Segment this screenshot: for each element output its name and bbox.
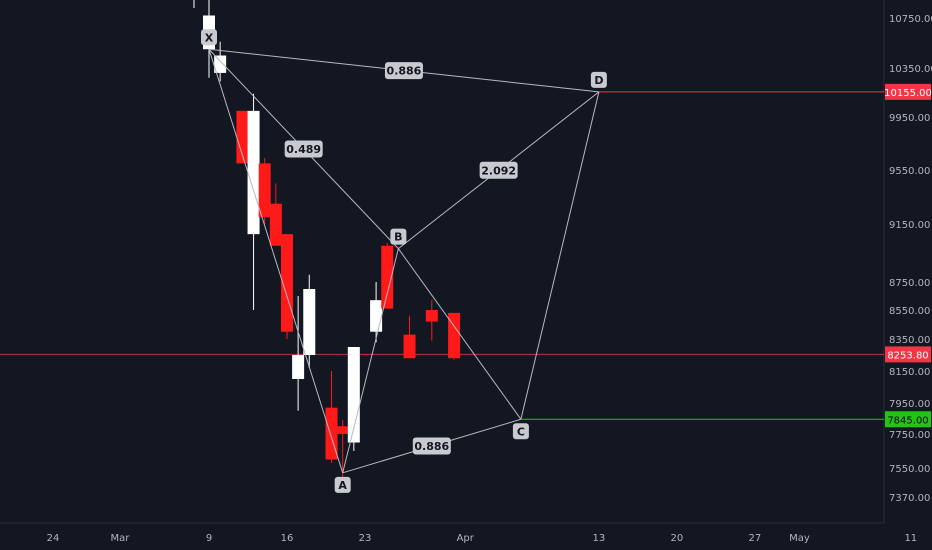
pattern-leg [208, 49, 344, 473]
pattern-leg [520, 91, 600, 420]
ratio-label: 0.886 [414, 440, 449, 453]
candle-body [370, 300, 383, 332]
point-label-box [590, 71, 607, 88]
price-tag-label: 8253.80 [887, 350, 928, 361]
y-tick-label: 8750.00 [889, 278, 930, 289]
y-tick-label: 7950.00 [889, 399, 930, 410]
candle-body [292, 355, 305, 379]
price-tag [885, 411, 931, 428]
price-tag [885, 346, 931, 363]
x-tick-label: 20 [671, 533, 684, 544]
ratio-label-box [384, 62, 423, 80]
candle-body [214, 55, 227, 73]
x-tick-label: 27 [748, 533, 761, 544]
point-label-box [512, 423, 529, 440]
point-label: X [205, 31, 214, 44]
pattern-leg [342, 248, 399, 473]
candle-body [303, 289, 316, 355]
x-tick-label: 9 [206, 533, 212, 544]
point-label-box [390, 228, 407, 245]
candle-body [336, 426, 349, 434]
candles [203, 0, 461, 480]
price-tag [885, 83, 931, 100]
candle-body [258, 163, 271, 218]
x-tick-label: Mar [110, 533, 130, 544]
candle-body [347, 347, 360, 443]
candle-body [425, 310, 438, 322]
candle-body [236, 110, 249, 164]
x-tick-label: 13 [593, 533, 606, 544]
point-label-box [201, 29, 217, 46]
ratio-label-box [479, 161, 518, 179]
ratio-label-box [412, 437, 451, 455]
candle-body [381, 245, 394, 309]
x-tick-label: May [789, 533, 810, 544]
y-tick-label: 8350.00 [889, 335, 930, 346]
y-tick-label: 9950.00 [889, 113, 930, 124]
y-tick-label: 9550.00 [889, 166, 930, 177]
point-label: B [394, 231, 402, 244]
price-tags: 10155.00 8253.80 7845.00 [884, 83, 932, 428]
harmonic-pattern: 0.886 0.489 2.092 0.886 X A B C D [201, 29, 607, 493]
y-tick-label: 8550.00 [889, 306, 930, 317]
candle-body [403, 334, 416, 359]
point-label: A [338, 479, 347, 492]
ratio-label: 2.092 [481, 164, 516, 177]
price-tag-label: 10155.00 [884, 88, 932, 99]
ratio-label: 0.489 [286, 143, 321, 156]
y-tick-label: 8150.00 [889, 367, 930, 378]
x-tick-label: 23 [359, 533, 372, 544]
y-tick-label: 7370.00 [889, 493, 930, 504]
candle-body [247, 110, 260, 235]
y-tick-label: 10750.00 [889, 14, 932, 25]
y-tick-label: 9150.00 [889, 220, 930, 231]
x-tick-label: Apr [457, 533, 475, 544]
ratio-label-box [284, 140, 323, 158]
y-tick-label: 7750.00 [889, 430, 930, 441]
x-tick-label: 24 [47, 533, 60, 544]
x-tick-label: 11 [904, 533, 917, 544]
candle-body [448, 312, 461, 359]
horizontal-lines [0, 91, 884, 420]
point-label: D [594, 74, 603, 87]
y-tick-label: 7550.00 [889, 464, 930, 475]
candle-body [269, 203, 282, 246]
price-tag-label: 7845.00 [887, 415, 928, 426]
ratio-label: 0.886 [387, 65, 422, 78]
x-tick-label: 16 [281, 533, 294, 544]
point-label-box [334, 476, 351, 493]
point-label: C [517, 425, 525, 438]
y-tick-label: 10350.00 [889, 64, 932, 75]
pattern-leg [397, 248, 522, 420]
